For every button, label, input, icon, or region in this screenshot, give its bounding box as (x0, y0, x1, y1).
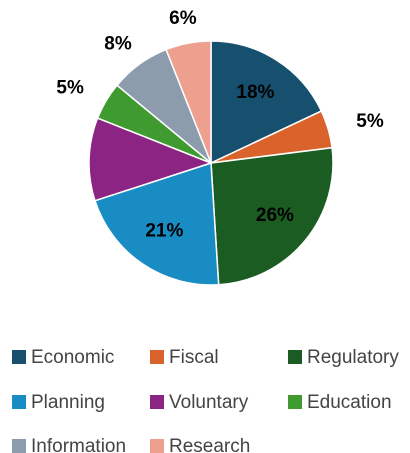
pie-slice (88, 117, 214, 202)
data-label: 8% (104, 34, 132, 55)
legend-swatch (288, 350, 302, 364)
data-label: 5% (356, 111, 384, 132)
pie-slice (210, 40, 323, 165)
legend-label: Economic (31, 347, 114, 368)
pie-slice (210, 146, 334, 286)
data-label: 5% (56, 77, 84, 98)
legend-label: Planning (31, 392, 105, 413)
legend-label: Research (169, 436, 250, 453)
legend-label: Regulatory (307, 347, 399, 368)
legend-label: Information (31, 436, 126, 453)
pie-slice (94, 161, 220, 286)
data-label: 18% (236, 82, 274, 103)
legend-swatch (288, 395, 302, 409)
legend-swatch (150, 350, 164, 364)
legend-label: Voluntary (169, 392, 249, 413)
data-label: 26% (256, 205, 294, 226)
legend-label: Fiscal (169, 347, 219, 368)
legend-swatch (12, 395, 26, 409)
legend-label: Education (307, 392, 392, 413)
data-label: 6% (169, 8, 197, 29)
legend-swatch (12, 350, 26, 364)
legend-swatch (12, 439, 26, 453)
legend-swatch (150, 395, 164, 409)
pie-slice (165, 40, 212, 164)
legend-swatch (150, 439, 164, 453)
data-label: 21% (145, 221, 183, 242)
